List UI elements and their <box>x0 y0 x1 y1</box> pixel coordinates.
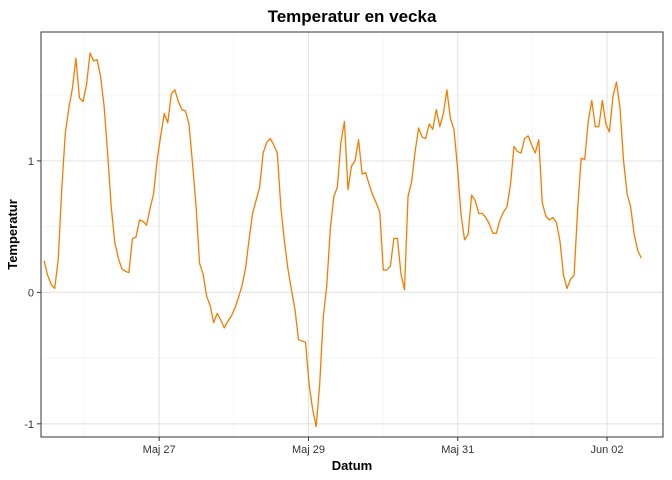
y-tick-label: 0 <box>28 287 34 299</box>
chart-title: Temperatur en vecka <box>268 7 437 26</box>
x-tick-label: Maj 31 <box>441 444 474 456</box>
x-tick-label: Maj 29 <box>292 444 325 456</box>
x-tick-label: Maj 27 <box>143 444 176 456</box>
grid-lines <box>41 32 663 437</box>
temperature-series-line <box>43 52 642 428</box>
axis-layer: Maj 27 Maj 29 Maj 31 Jun 02 -1 0 1 <box>24 156 623 456</box>
y-tick-label: 1 <box>28 156 34 168</box>
y-tick-label: -1 <box>24 419 34 431</box>
x-axis-title: Datum <box>332 458 372 473</box>
y-axis-title: Temperatur <box>5 199 20 270</box>
x-tick-label: Jun 02 <box>591 444 624 456</box>
panel-border <box>40 31 664 438</box>
series-layer <box>43 52 642 428</box>
